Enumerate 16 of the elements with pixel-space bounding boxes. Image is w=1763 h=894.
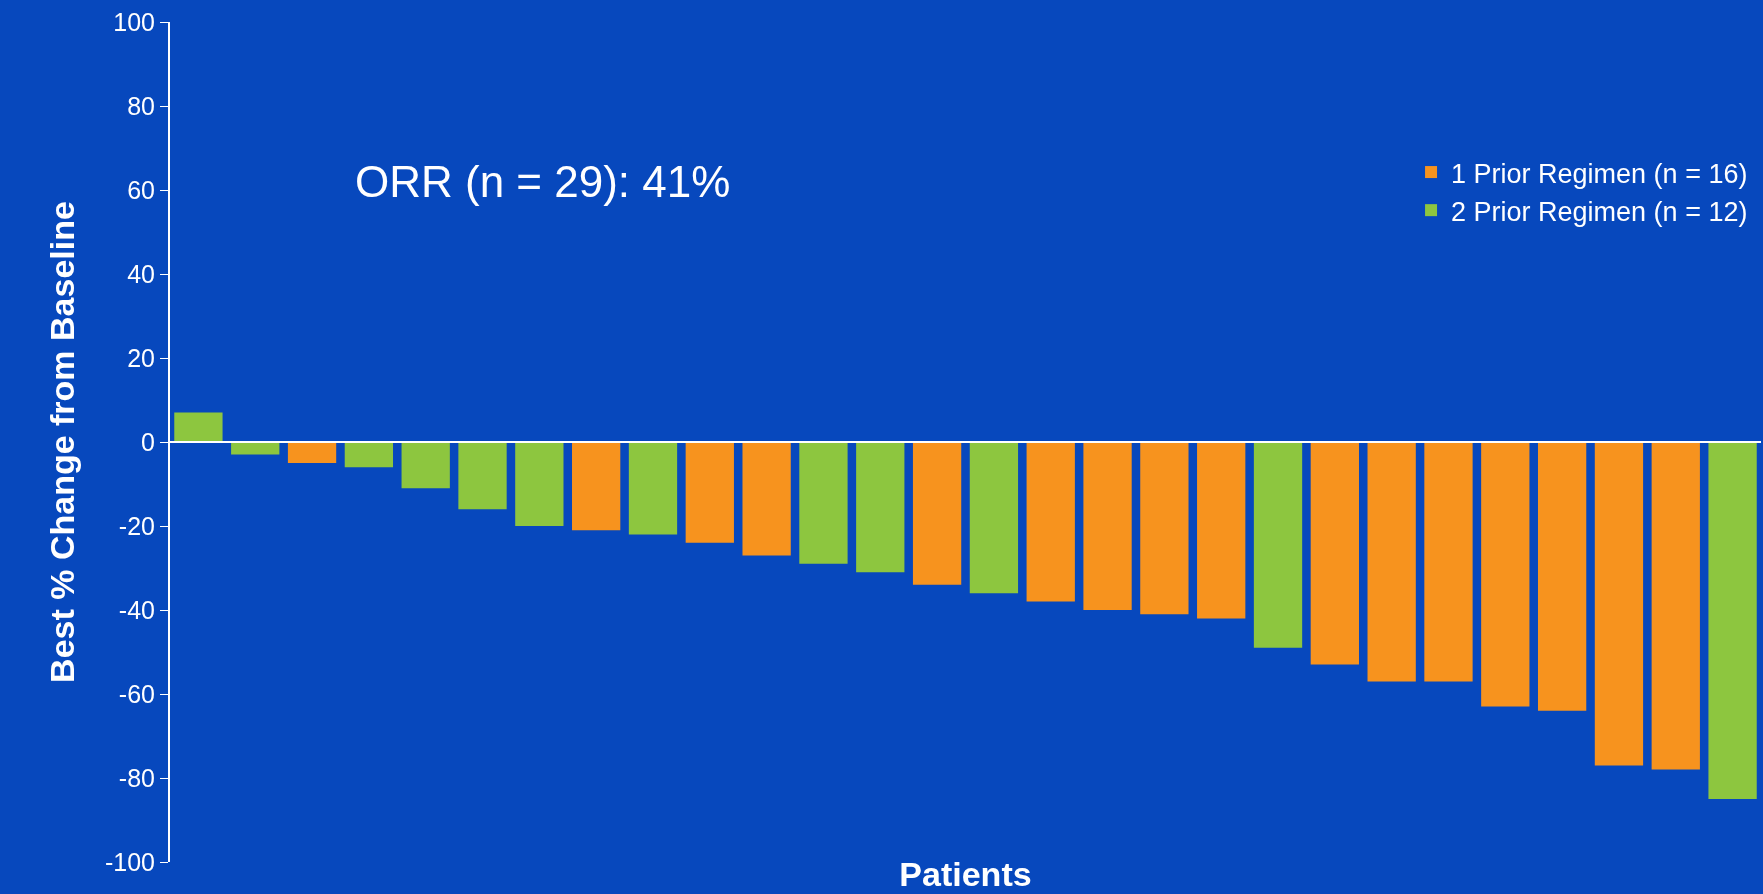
y-axis-title: Best % Change from Baseline (43, 201, 82, 683)
y-tick-label: 40 (127, 259, 155, 288)
y-tick-label: 0 (141, 427, 155, 456)
y-tick-label: 20 (127, 343, 155, 372)
y-tick-label: 100 (113, 7, 155, 36)
legend-label: 1 Prior Regimen (n = 16) (1451, 158, 1748, 189)
y-tick-label: 60 (127, 175, 155, 204)
x-axis-title: Patients (899, 855, 1032, 894)
y-tick-label: -40 (118, 595, 155, 624)
y-tick-label: -60 (118, 679, 155, 708)
legend-label: 2 Prior Regimen (n = 12) (1451, 196, 1748, 227)
y-tick-label: -20 (118, 511, 155, 540)
annotation: ORR (n = 29): 41% (355, 157, 731, 206)
y-tick-label: -80 (118, 763, 155, 792)
y-tick-label: 80 (127, 91, 155, 120)
y-tick-label: -100 (104, 847, 155, 876)
